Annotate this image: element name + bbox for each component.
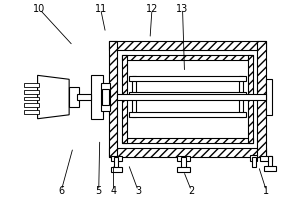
Bar (24, 83, 39, 87)
Bar (122, 55, 127, 143)
Bar (177, 156, 190, 161)
Bar (129, 76, 246, 81)
Bar (181, 157, 185, 169)
Bar (129, 112, 246, 117)
Bar (69, 87, 79, 107)
Text: 10: 10 (33, 4, 46, 14)
Polygon shape (38, 75, 69, 119)
Bar (102, 89, 109, 105)
Bar (132, 76, 136, 117)
Bar (257, 41, 266, 157)
Bar (101, 83, 110, 111)
Bar (260, 156, 272, 161)
Bar (24, 90, 39, 94)
Bar (248, 55, 253, 143)
Bar (268, 156, 272, 169)
Bar (122, 138, 253, 143)
Bar (118, 94, 266, 100)
Bar (24, 97, 39, 100)
Bar (111, 167, 122, 172)
Bar (24, 110, 39, 114)
Text: 12: 12 (146, 4, 158, 14)
Text: 13: 13 (176, 4, 189, 14)
Text: 3: 3 (135, 186, 141, 196)
Text: 1: 1 (263, 186, 269, 196)
Bar (111, 156, 122, 161)
Bar (24, 103, 39, 107)
Bar (109, 41, 118, 157)
Bar (77, 94, 91, 100)
Text: 2: 2 (188, 186, 194, 196)
Bar (113, 157, 119, 169)
Bar (91, 75, 103, 119)
Text: 11: 11 (94, 4, 107, 14)
Bar (109, 41, 266, 50)
Bar (264, 166, 276, 171)
Bar (266, 79, 272, 115)
Bar (239, 76, 243, 117)
Bar (250, 155, 257, 161)
Bar (129, 92, 246, 97)
Text: 5: 5 (96, 186, 102, 196)
Bar (252, 157, 256, 167)
Bar (177, 167, 190, 172)
Bar (122, 55, 253, 60)
Bar (109, 148, 266, 157)
Text: 6: 6 (58, 186, 64, 196)
Text: 4: 4 (110, 186, 117, 196)
